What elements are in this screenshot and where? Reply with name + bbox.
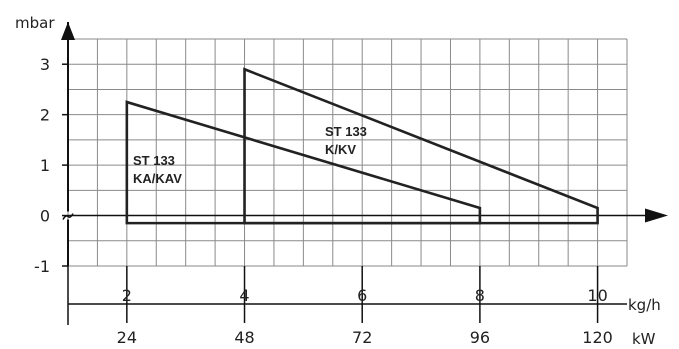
y-axis-label: mbar	[15, 14, 55, 32]
y-tick-label: 0	[40, 207, 50, 226]
x-axis-unit-kw: kW	[632, 330, 656, 348]
x-tick-label-kg-h: 2	[122, 286, 132, 305]
series-1-label-line1: ST 133	[133, 153, 175, 168]
y-axis-arrow	[61, 22, 75, 40]
series-2-label-line2: K/KV	[325, 142, 356, 157]
x-tick-label-kw: 48	[234, 328, 254, 347]
x-tick-label-kg-h: 8	[475, 286, 485, 305]
x-zero-arrow	[645, 208, 668, 223]
y-tick-label: 3	[40, 55, 50, 74]
y-tick-label: 1	[40, 156, 50, 175]
x-tick-label-kw: 24	[117, 328, 137, 347]
x-tick-label-kg-h: 6	[357, 286, 367, 305]
x-tick-label-kw: 120	[582, 328, 613, 347]
chart-axes	[61, 22, 668, 325]
y-tick-label: 2	[40, 106, 50, 125]
x-tick-label-kw: 96	[470, 328, 490, 347]
y-tick-label: -1	[34, 257, 50, 276]
series-2-label-line1: ST 133	[325, 124, 367, 139]
x-axis-unit-kg-h: kg/h	[628, 296, 661, 314]
chart-series	[125, 67, 599, 225]
series-2-outline	[243, 67, 599, 225]
x-tick-label-kg-h: 10	[587, 286, 607, 305]
series-1-label-line2: KA/KAV	[133, 171, 182, 186]
x-tick-label-kg-h: 4	[239, 286, 249, 305]
x-tick-label-kw: 72	[352, 328, 372, 347]
